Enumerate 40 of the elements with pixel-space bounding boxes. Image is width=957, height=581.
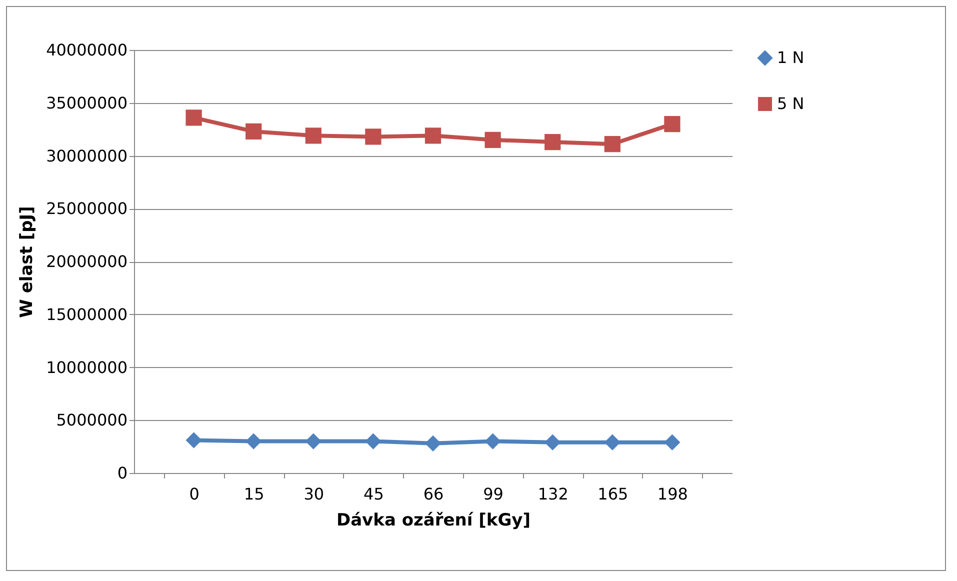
y-tick-label: 15000000 <box>46 304 128 324</box>
y-tick-label: 25000000 <box>46 199 128 218</box>
point <box>305 433 322 450</box>
point <box>484 433 501 450</box>
y-tick-label: 5000000 <box>56 410 128 430</box>
point <box>424 128 442 144</box>
point <box>604 136 620 152</box>
point <box>246 123 262 140</box>
x-tick-label: 198 <box>657 484 688 504</box>
y-tick-label: 40000000 <box>46 40 128 60</box>
legend-label: 5 N <box>777 94 804 113</box>
x-tick-label: 0 <box>189 484 200 504</box>
x-tick-label: 30 <box>304 484 324 504</box>
x-tick-label: 132 <box>538 484 568 504</box>
legend-label: 1 N <box>777 48 804 67</box>
y-axis-title: W elast [pJ] <box>17 206 38 318</box>
point <box>246 433 262 450</box>
y-tick-label: 30000000 <box>46 146 128 166</box>
x-tick-label: 66 <box>423 484 444 504</box>
x-tick-label: 45 <box>364 484 384 504</box>
point <box>664 116 680 132</box>
x-tick-label: 15 <box>244 484 264 504</box>
point <box>305 128 322 144</box>
point <box>365 433 382 450</box>
point <box>544 134 561 150</box>
point <box>544 434 561 450</box>
y-tick-label: 35000000 <box>46 93 128 112</box>
x-tick-label: 165 <box>598 484 628 504</box>
y-tick-label: 20000000 <box>46 252 128 271</box>
y-tick-label: 0 <box>117 464 128 482</box>
point <box>484 132 501 148</box>
point <box>186 110 202 126</box>
point <box>424 435 442 452</box>
point <box>365 128 382 145</box>
x-axis-title: Dávka ozáření [kGy] <box>336 510 531 530</box>
point <box>186 432 202 448</box>
point <box>604 434 620 450</box>
point <box>664 434 680 450</box>
x-tick-label: 99 <box>483 484 504 504</box>
y-tick-label: 10000000 <box>46 358 128 377</box>
